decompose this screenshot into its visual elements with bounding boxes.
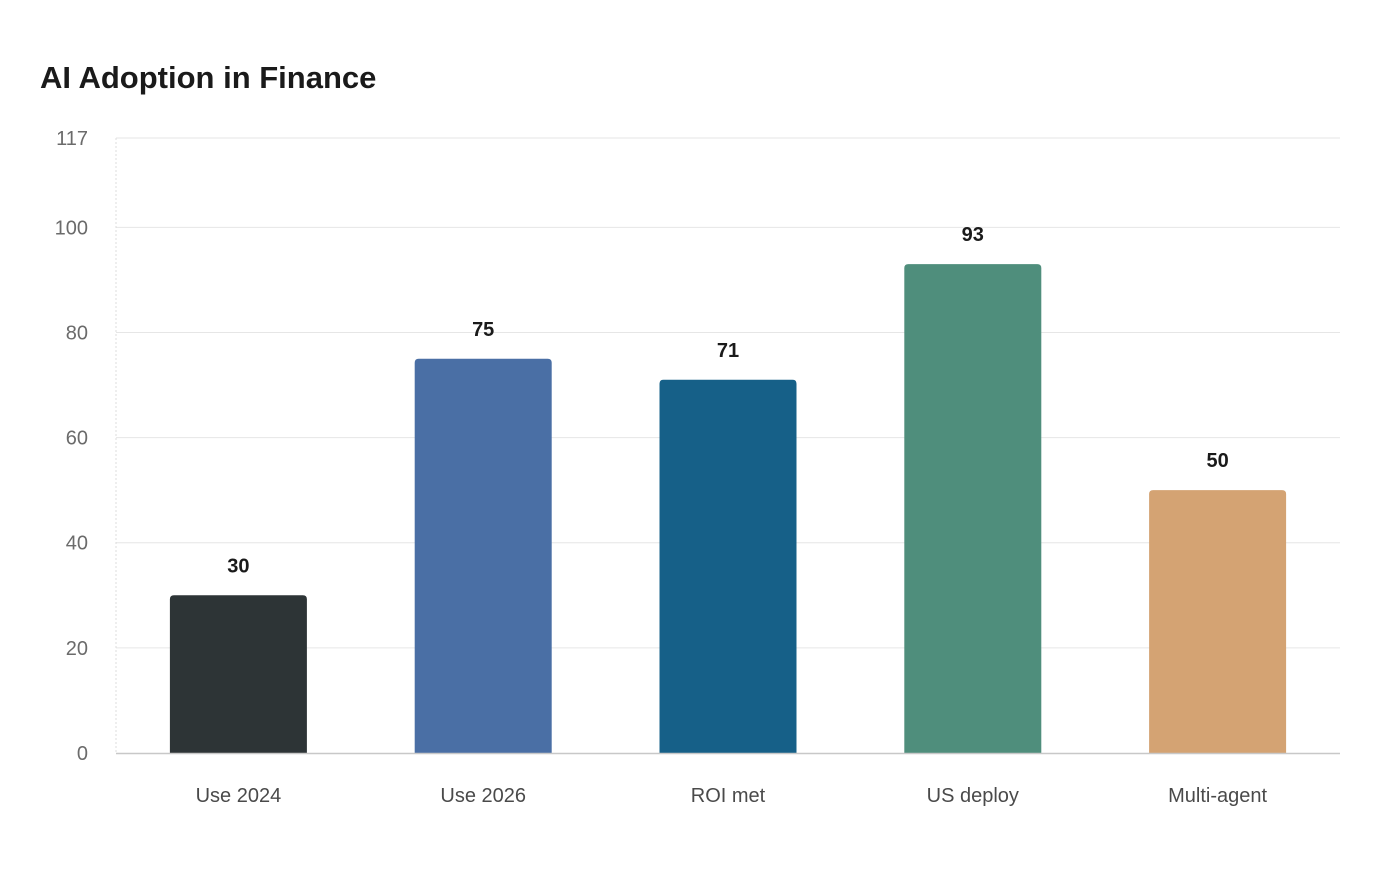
x-axis-labels: Use 2024 Use 2026 ROI met US deploy Multi-ag… [196, 785, 1268, 807]
bar-multi-agent [1149, 490, 1287, 753]
bar-use-2026 [414, 358, 552, 753]
y-axis-ticks: 0 20 40 60 80 100 117 [55, 128, 88, 765]
x-tick-label: ROI met [691, 785, 766, 807]
x-tick-label: Use 2024 [196, 785, 282, 807]
data-label: 93 [962, 224, 984, 246]
x-tick-label: Use 2026 [440, 785, 526, 807]
y-tick-label: 117 [56, 128, 88, 150]
bar-us-deploy [904, 264, 1042, 753]
y-tick-label: 80 [66, 322, 88, 344]
bar-use-2024 [169, 595, 307, 753]
y-tick-label: 0 [77, 743, 88, 765]
chart-title: AI Adoption in Finance [40, 60, 377, 95]
y-tick-label: 100 [55, 217, 88, 239]
y-tick-label: 40 [66, 533, 88, 555]
data-label: 30 [227, 555, 249, 577]
data-labels: 30 75 71 93 50 [227, 224, 1228, 577]
x-tick-label: Multi-agent [1168, 785, 1267, 807]
data-label: 71 [717, 340, 739, 362]
bars [169, 264, 1287, 753]
bar-roi-met [659, 379, 797, 753]
y-tick-label: 60 [66, 428, 88, 450]
data-label: 50 [1206, 450, 1228, 472]
data-label: 75 [472, 319, 494, 341]
x-tick-label: US deploy [927, 785, 1019, 807]
y-tick-label: 20 [66, 638, 88, 660]
